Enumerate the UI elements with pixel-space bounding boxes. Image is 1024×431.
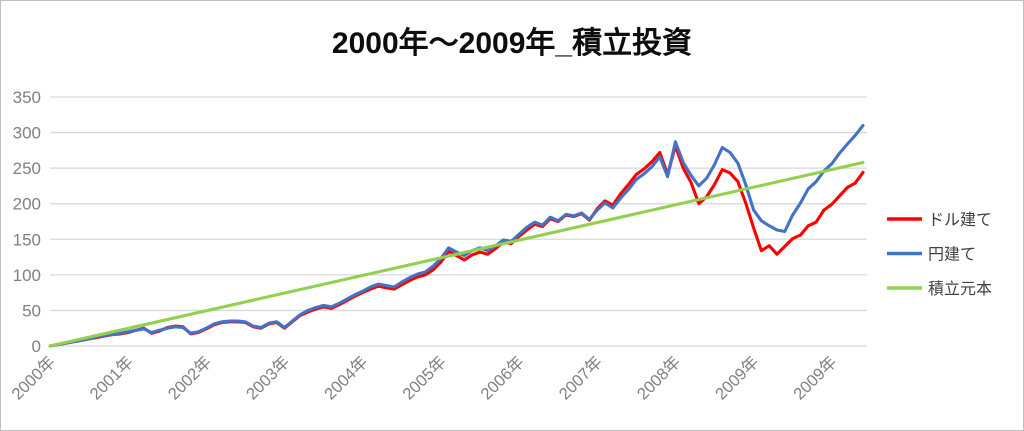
legend-label-yen: 円建て — [928, 246, 976, 264]
series-line-principal — [48, 160, 865, 348]
y-axis-label: 100 — [13, 266, 41, 285]
y-axis-label: 150 — [13, 230, 41, 249]
x-axis-label: 2005年 — [399, 352, 450, 403]
x-axis-label: 2001年 — [86, 352, 137, 403]
x-axis-labels: 2000年 2001年 2002年 2003年 2004年 2005年 2006年 2007年… — [8, 352, 841, 403]
chart-title: 2000年～2009年_積立投資 — [332, 26, 692, 60]
y-axis-label: 350 — [13, 88, 41, 107]
y-axis-label: 50 — [22, 301, 41, 320]
y-axis-label: 0 — [32, 337, 41, 356]
y-axis-label: 300 — [13, 124, 41, 143]
x-axis-label: 2008年 — [633, 352, 684, 403]
x-axis-label: 2003年 — [242, 352, 293, 403]
x-axis-label: 2004年 — [320, 352, 371, 403]
legend-label-dollar: ドル建て — [928, 211, 992, 229]
y-axis-labels: 0 50 100 150 200 250 300 350 — [13, 88, 41, 356]
x-axis-label: 2002年 — [164, 352, 215, 403]
series-line-yen — [48, 123, 865, 348]
y-axis-label: 200 — [13, 195, 41, 214]
series-lines — [48, 123, 865, 348]
gridlines — [50, 96, 867, 347]
x-axis-label: 2009年 — [789, 352, 840, 403]
legend-label-principal: 積立元本 — [928, 280, 992, 298]
x-axis-label: 2007年 — [555, 352, 606, 403]
x-axis-label: 2009年 — [711, 352, 762, 403]
y-axis-label: 250 — [13, 159, 41, 178]
x-axis-label: 2000年 — [8, 352, 59, 403]
x-axis-label: 2006年 — [477, 352, 528, 403]
